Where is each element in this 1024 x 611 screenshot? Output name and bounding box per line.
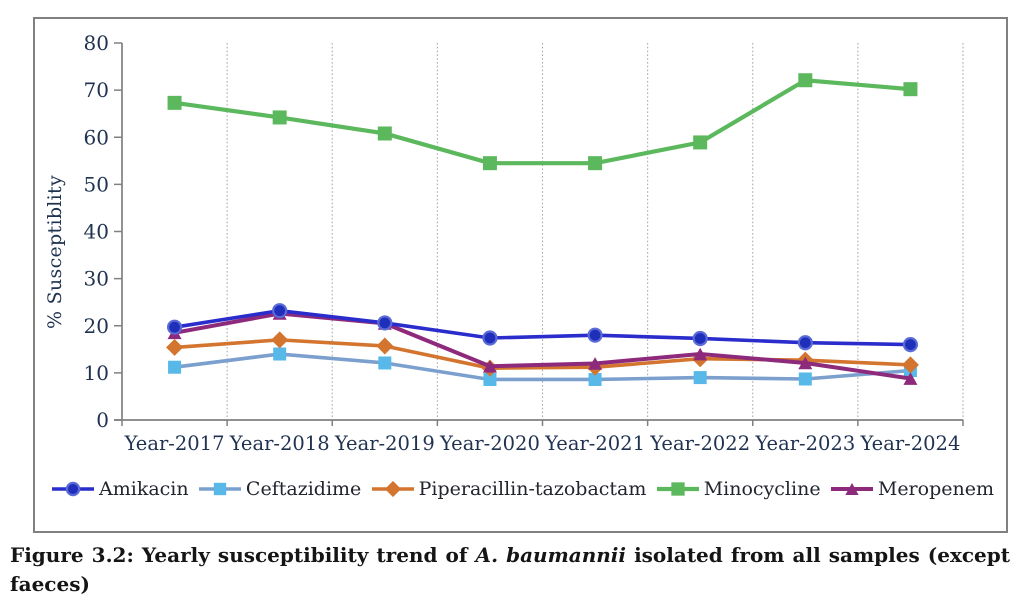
svg-text:70: 70 [84,78,109,102]
svg-text:80: 80 [84,31,109,55]
figure-caption: Figure 3.2: Yearly susceptibility trend … [10,541,1010,599]
chart-frame: 0 10 20 30 40 50 60 70 80 Year-2017 Year-2018 Year-… [33,17,1008,533]
minocycline-line-marker-icon [656,482,699,496]
legend-label-minocycline: Minocycline [703,478,821,500]
svg-text:0: 0 [96,408,109,432]
svg-text:50: 50 [84,172,109,196]
legend-label-meropenem: Meropenem [877,478,994,500]
svg-text:Year-2019: Year-2019 [334,432,435,455]
svg-text:Year-2020: Year-2020 [439,432,540,455]
ceftazidime-line-marker-icon [198,482,241,496]
piperacillin-tazobactam-line-marker-icon [371,481,414,497]
svg-text:40: 40 [84,220,109,244]
svg-text:20: 20 [84,314,109,338]
legend-item-amikacin: Amikacin [51,478,189,500]
series-ceftazidime [168,347,917,386]
svg-text:Year-2018: Year-2018 [229,432,330,455]
caption-prefix: Figure 3.2: Yearly susceptibility trend … [10,543,468,567]
legend-label-ceftazidime: Ceftazidime [245,478,362,500]
svg-text:Year-2017: Year-2017 [124,432,225,455]
legend-label-piperacillin-tazobactam: Piperacillin-tazobactam [418,478,647,500]
caption-suffix: isolated from all samples (except [634,543,1011,567]
series-minocycline [167,73,918,171]
caption-species-name: A. baumannii [475,543,626,567]
svg-text:10: 10 [84,361,109,385]
figure-caption-line1: Figure 3.2: Yearly susceptibility trend … [10,541,1010,570]
meropenem-line-marker-icon [830,483,873,495]
legend-item-piperacillin-tazobactam: Piperacillin-tazobactam [371,478,647,500]
y-axis-title: % Susceptiblity [44,174,66,330]
chart-legend: Amikacin Ceftazidime Piperacillin-tazoba… [51,474,994,504]
svg-text:Year-2023: Year-2023 [754,432,855,455]
svg-text:Year-2024: Year-2024 [859,432,960,455]
legend-item-meropenem: Meropenem [830,478,994,500]
legend-item-minocycline: Minocycline [656,478,821,500]
svg-text:60: 60 [84,125,109,149]
svg-text:Year-2022: Year-2022 [649,432,750,455]
svg-text:30: 30 [84,267,109,291]
amikacin-line-marker-icon [52,481,94,497]
svg-text:Year-2021: Year-2021 [544,432,645,455]
legend-item-ceftazidime: Ceftazidime [198,478,361,500]
legend-label-amikacin: Amikacin [99,478,189,500]
figure-caption-line2: faeces) [10,572,90,596]
series-amikacin [166,303,919,353]
